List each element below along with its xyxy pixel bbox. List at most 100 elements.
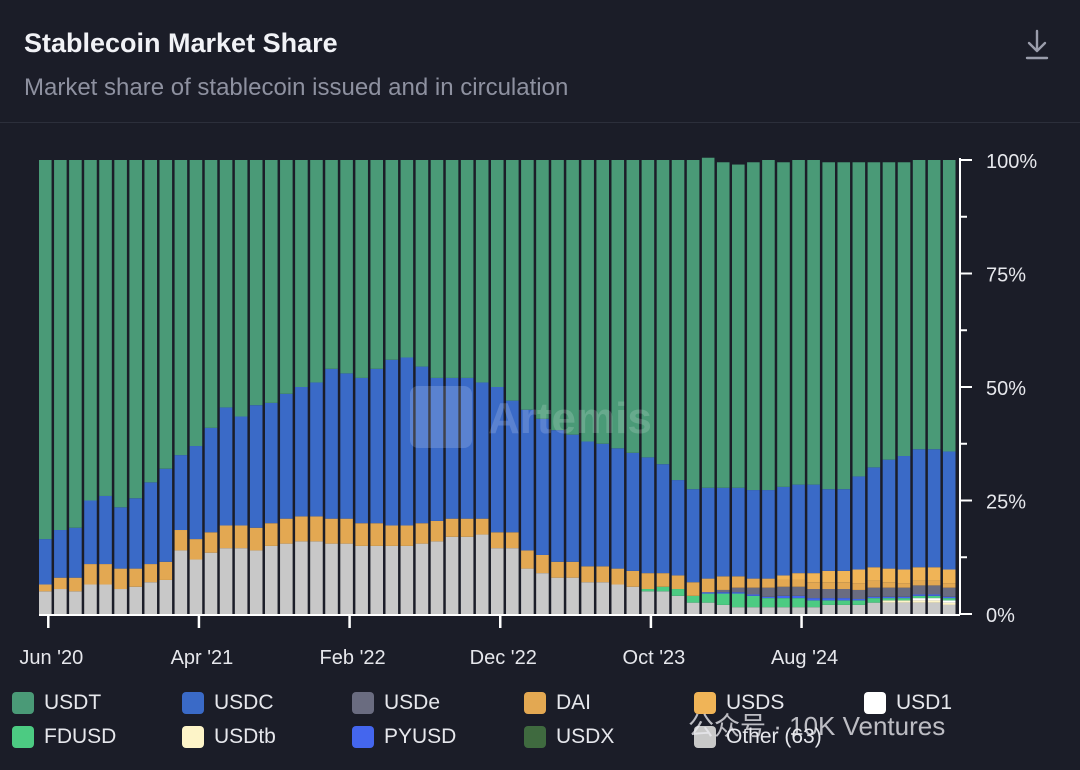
bar-segment-usd1[interactable] (942, 600, 956, 603)
bar-segment-other[interactable] (54, 589, 67, 614)
bar-segment-other[interactable] (912, 602, 926, 614)
bar-segment-dai[interactable] (566, 561, 579, 578)
bar-segment-other[interactable] (521, 568, 534, 614)
bar-segment-usdt[interactable] (295, 160, 308, 387)
bar-segment-usdc[interactable] (280, 393, 293, 519)
bar-segment-pyusd[interactable] (912, 594, 926, 596)
bar-segment-dai[interactable] (596, 566, 609, 583)
bar-segment-usds[interactable] (942, 569, 956, 584)
bar-segment-dai[interactable] (927, 580, 941, 586)
bar-segment-dai[interactable] (852, 583, 866, 590)
bar-segment-usdc[interactable] (129, 498, 142, 569)
bar-segment-dai[interactable] (490, 532, 504, 549)
bar-segment-fdusd[interactable] (792, 598, 805, 608)
bar-segment-usdc[interactable] (641, 457, 655, 574)
bar-segment-other[interactable] (99, 584, 112, 614)
bar-segment-dai[interactable] (204, 532, 218, 553)
bar-segment-dai[interactable] (325, 518, 338, 544)
bar-segment-usdc[interactable] (551, 430, 564, 562)
bar-segment-usdc[interactable] (144, 482, 158, 565)
bar-segment-other[interactable] (822, 604, 835, 614)
bar-segment-dai[interactable] (370, 523, 384, 546)
bar-segment-other[interactable] (385, 545, 399, 614)
bar-segment-dai[interactable] (716, 576, 730, 590)
bar-segment-other[interactable] (69, 591, 82, 614)
bar-segment-dai[interactable] (249, 527, 263, 551)
bar-segment-other[interactable] (732, 607, 745, 614)
bar-segment-fdusd[interactable] (837, 600, 851, 605)
bar-segment-usdt[interactable] (777, 162, 790, 487)
bar-segment-usdt[interactable] (99, 160, 112, 496)
bar-segment-dai[interactable] (264, 523, 278, 546)
bar-segment-dai[interactable] (295, 516, 308, 542)
bar-segment-usdc[interactable] (686, 489, 700, 583)
bar-segment-dai[interactable] (671, 575, 685, 590)
bar-segment-pyusd[interactable] (942, 596, 956, 599)
bar-segment-usdc[interactable] (340, 373, 353, 519)
bar-segment-fdusd[interactable] (701, 593, 715, 603)
bar-segment-other[interactable] (581, 582, 594, 614)
bar-segment-dai[interactable] (897, 583, 911, 588)
bar-segment-other[interactable] (264, 545, 278, 614)
bar-segment-dai[interactable] (400, 525, 414, 546)
bar-segment-usde[interactable] (716, 589, 730, 593)
bar-segment-other[interactable] (852, 604, 866, 614)
bar-segment-dai[interactable] (475, 518, 489, 535)
bar-segment-other[interactable] (249, 550, 263, 614)
bar-segment-dai[interactable] (506, 532, 519, 549)
bar-segment-usdt[interactable] (144, 160, 158, 483)
bar-segment-usdc[interactable] (942, 451, 956, 570)
bar-segment-usdt[interactable] (430, 160, 444, 378)
bar-segment-usds[interactable] (867, 567, 881, 581)
bar-segment-usde[interactable] (792, 586, 805, 596)
bar-segment-usdtb[interactable] (897, 600, 911, 603)
bar-segment-other[interactable] (641, 591, 655, 614)
bar-segment-dai[interactable] (747, 578, 760, 588)
bar-segment-dai[interactable] (460, 518, 474, 537)
bar-segment-dai[interactable] (581, 566, 594, 583)
bar-segment-pyusd[interactable] (897, 596, 911, 599)
bar-segment-usdt[interactable] (84, 160, 97, 501)
bar-segment-other[interactable] (777, 607, 790, 614)
bar-segment-dai[interactable] (867, 580, 881, 588)
bar-segment-usdc[interactable] (415, 366, 429, 524)
bar-segment-usdt[interactable] (837, 162, 851, 490)
bar-segment-other[interactable] (942, 604, 956, 614)
bar-segment-usdc[interactable] (445, 377, 459, 519)
bar-segment-dai[interactable] (656, 573, 670, 587)
bar-segment-other[interactable] (400, 545, 414, 614)
bar-segment-other[interactable] (897, 602, 911, 614)
bar-segment-usdt[interactable] (581, 160, 594, 442)
bar-segment-usdt[interactable] (310, 160, 323, 383)
bar-segment-other[interactable] (370, 545, 384, 614)
bar-segment-other[interactable] (114, 589, 127, 614)
bar-segment-usdt[interactable] (762, 160, 775, 491)
bar-segment-dai[interactable] (732, 576, 745, 588)
bar-segment-usdc[interactable] (295, 387, 308, 517)
bar-segment-dai[interactable] (611, 568, 625, 585)
bar-segment-usdt[interactable] (822, 162, 835, 490)
bar-segment-usds[interactable] (822, 570, 835, 583)
bar-segment-usdc[interactable] (39, 539, 52, 585)
bar-segment-usdc[interactable] (837, 489, 851, 571)
legend-item-dai[interactable]: DAI (524, 690, 591, 716)
bar-segment-other[interactable] (551, 577, 564, 614)
bar-segment-usdtb[interactable] (927, 600, 941, 603)
bar-segment-dai[interactable] (536, 554, 549, 574)
bar-segment-other[interactable] (506, 548, 519, 614)
bar-segment-dai[interactable] (84, 564, 97, 585)
bar-segment-usdc[interactable] (370, 368, 384, 524)
bar-segment-dai[interactable] (144, 564, 158, 583)
bar-segment-fdusd[interactable] (777, 598, 790, 608)
bar-segment-usdc[interactable] (385, 359, 399, 526)
legend-item-fdusd[interactable]: FDUSD (12, 724, 116, 750)
bar-segment-usdtb[interactable] (912, 600, 926, 603)
bar-segment-usdt[interactable] (415, 160, 429, 367)
bar-segment-pyusd[interactable] (732, 592, 745, 594)
bar-segment-usdc[interactable] (460, 377, 474, 519)
bar-segment-usdc[interactable] (69, 527, 82, 578)
bar-segment-other[interactable] (807, 607, 820, 614)
bar-segment-usdt[interactable] (506, 160, 519, 401)
bar-segment-other[interactable] (762, 607, 775, 614)
bar-segment-usdc[interactable] (656, 464, 670, 574)
